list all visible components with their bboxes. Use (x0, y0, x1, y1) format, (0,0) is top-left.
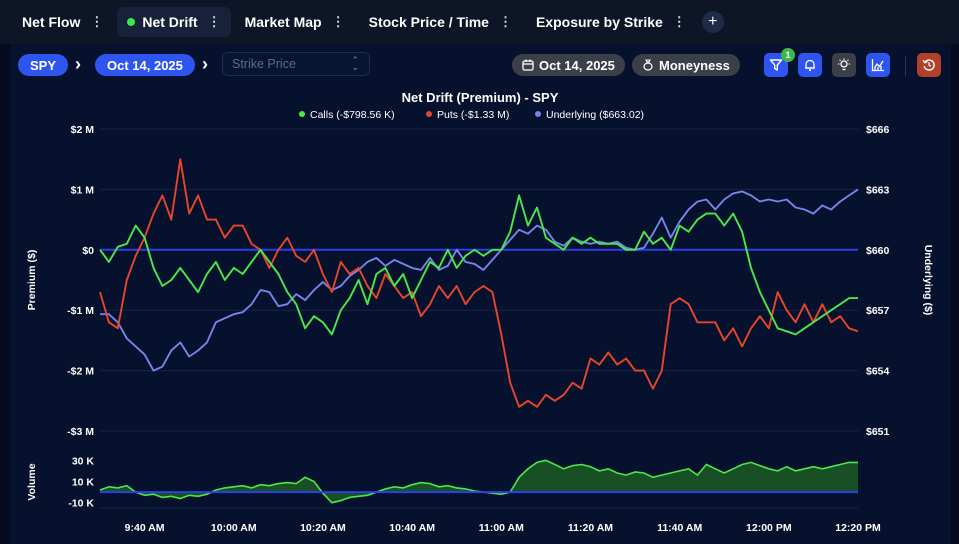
right-tick-label: $666 (866, 124, 890, 136)
chart-type-button[interactable] (866, 53, 890, 77)
tab-market-map[interactable]: Market Map ⋮ (235, 7, 355, 37)
legend-calls-dot (299, 111, 305, 117)
left-tick-label: -$1 M (67, 305, 94, 317)
money-bag-icon (643, 59, 653, 71)
tab-stock-price-time[interactable]: Stock Price / Time ⋮ (359, 7, 522, 37)
tab-menu-icon[interactable]: ⋮ (672, 14, 686, 29)
moneyness-label: Moneyness (659, 57, 730, 73)
right-axis-label: Underlying ($) (922, 245, 934, 316)
underlying-line (100, 188, 859, 372)
chart-panel: SPY › Oct 14, 2025 › Strike Price ⌃ ⌄ Oct … (10, 44, 951, 544)
left-axis-label: Premium ($) (26, 250, 38, 311)
volume-axis-ticks: 30 K 10 K -10 K (68, 455, 94, 509)
left-tick-label: -$3 M (67, 426, 94, 438)
ticker-label: SPY (30, 57, 57, 73)
right-tick-label: $654 (866, 366, 890, 378)
grid (100, 128, 858, 509)
left-tick-label: $2 M (71, 124, 95, 136)
moneyness-button[interactable]: Moneyness (632, 54, 740, 76)
tab-bar: Net Flow ⋮ Net Drift ⋮ Market Map ⋮ Stock P… (0, 0, 959, 44)
line-chart-icon (871, 59, 884, 72)
toolbar-divider (905, 56, 906, 76)
lightbulb-icon (838, 58, 850, 71)
calendar-icon (522, 59, 534, 71)
ticker-pill[interactable]: SPY (18, 54, 69, 76)
add-tab-icon[interactable]: + (701, 11, 724, 33)
x-tick-label: 11:00 AM (479, 522, 524, 534)
x-tick-label: 10:40 AM (389, 522, 435, 534)
tab-net-flow[interactable]: Net Flow ⋮ (12, 7, 113, 37)
left-tick-label: -$2 M (67, 366, 94, 378)
puts-line (99, 158, 859, 408)
legend-puts[interactable]: Puts (-$1.33 M) (437, 109, 509, 121)
tab-exposure-by-strike[interactable]: Exposure by Strike ⋮ (526, 7, 696, 37)
filter-icon (769, 59, 783, 71)
calls-line (99, 194, 858, 336)
x-tick-label: 9:40 AM (125, 522, 165, 534)
x-tick-label: 11:40 AM (657, 522, 702, 534)
tab-menu-icon[interactable]: ⋮ (498, 14, 512, 29)
date-picker-button[interactable]: Oct 14, 2025 (512, 54, 625, 76)
volume-tick-label: 10 K (72, 477, 95, 489)
right-axis-ticks: $666 $663 $660 $657 $654 $651 (866, 124, 890, 438)
toolbar: SPY › Oct 14, 2025 › Strike Price ⌃ ⌄ Oct … (10, 44, 951, 86)
legend-underlying-dot (535, 111, 541, 117)
active-dot-icon (127, 18, 136, 26)
right-tick-label: $651 (866, 426, 890, 438)
right-tick-label: $660 (866, 245, 890, 257)
left-axis-ticks: $2 M $1 M $0 -$1 M -$2 M -$3 M (67, 124, 94, 438)
x-tick-label: 11:20 AM (568, 522, 613, 534)
chevron-right-icon: › (202, 54, 208, 74)
tab-net-drift[interactable]: Net Drift ⋮ (117, 7, 231, 37)
tab-label: Market Map (244, 14, 322, 30)
tab-menu-icon[interactable]: ⋮ (207, 14, 221, 29)
x-tick-label: 10:20 AM (300, 522, 346, 534)
legend-calls[interactable]: Calls (-$798.56 K) (310, 109, 395, 121)
tab-label: Stock Price / Time (368, 14, 489, 30)
bell-icon (805, 59, 815, 72)
legend: Calls (-$798.56 K) Puts (-$1.33 M) Under… (299, 109, 644, 121)
history-icon (922, 59, 935, 71)
right-tick-label: $663 (866, 184, 890, 196)
x-tick-label: 12:20 PM (835, 522, 881, 534)
chevron-right-icon: › (75, 54, 81, 74)
x-tick-label: 12:00 PM (746, 522, 792, 534)
reset-button[interactable] (917, 53, 941, 77)
volume-area (100, 460, 858, 503)
date-label: Oct 14, 2025 (107, 57, 183, 73)
tab-label: Exposure by Strike (535, 14, 663, 30)
updown-icon: ⌃ ⌄ (351, 55, 359, 72)
date-pill[interactable]: Oct 14, 2025 (95, 54, 195, 76)
chart-title: Net Drift (Premium) - SPY (402, 90, 559, 105)
tab-label: Net Flow (22, 14, 81, 30)
tab-menu-icon[interactable]: ⋮ (331, 14, 345, 29)
left-tick-label: $1 M (71, 184, 95, 196)
legend-puts-dot (426, 111, 432, 117)
legend-underlying[interactable]: Underlying ($663.02) (546, 109, 644, 121)
x-tick-label: 10:00 AM (211, 522, 257, 534)
tab-menu-icon[interactable]: ⋮ (90, 14, 104, 29)
theme-toggle-button[interactable] (832, 53, 856, 77)
left-tick-label: $0 (82, 245, 94, 257)
filter-count-badge: 1 (781, 48, 795, 62)
series (99, 158, 859, 504)
date-picker-label: Oct 14, 2025 (539, 57, 615, 73)
volume-tick-label: -10 K (68, 498, 94, 510)
strike-price-select[interactable]: Strike Price ⌃ ⌄ (222, 52, 370, 76)
alerts-button[interactable] (798, 53, 822, 77)
strike-placeholder: Strike Price (232, 57, 296, 71)
x-axis-ticks: 9:40 AM 10:00 AM 10:20 AM 10:40 AM 11:00 AM 1… (125, 522, 881, 534)
volume-tick-label: 30 K (72, 455, 95, 467)
volume-axis-label: Volume (26, 463, 38, 500)
tab-label: Net Drift (142, 14, 198, 30)
right-tick-label: $657 (866, 305, 890, 317)
